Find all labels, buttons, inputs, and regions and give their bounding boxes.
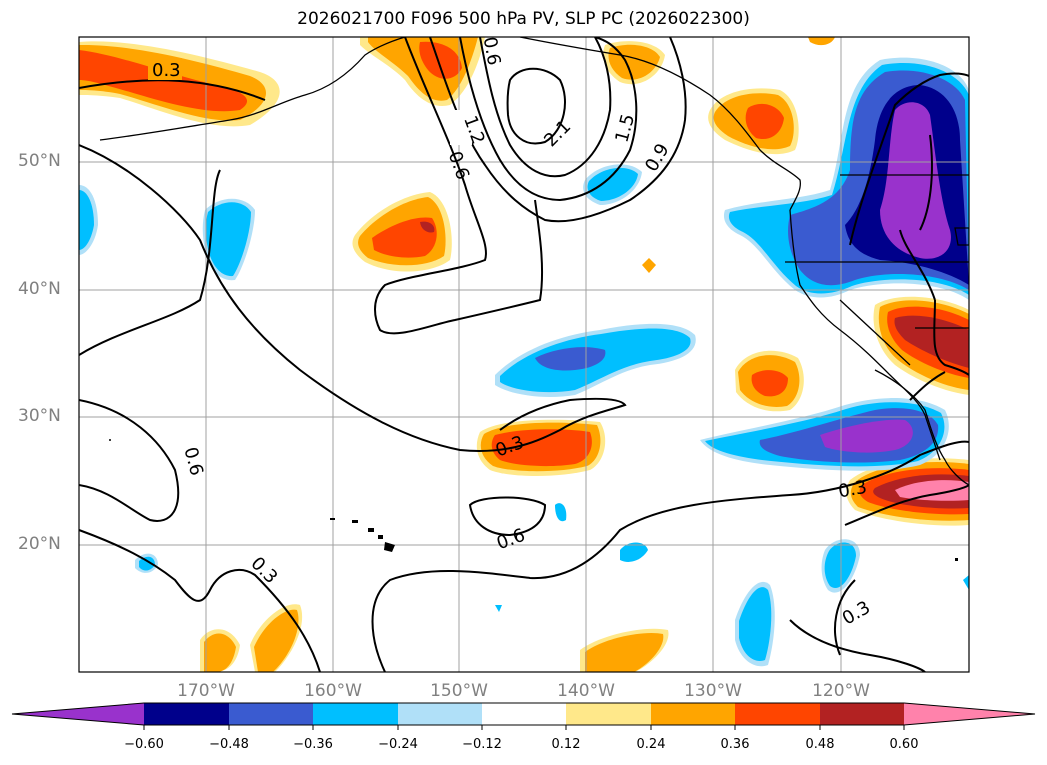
colorbar — [11, 702, 1036, 730]
colorbar-tick-label: −0.60 — [124, 737, 164, 752]
lon-label-160w: 160°W — [304, 681, 362, 701]
lat-label-20n: 20°N — [18, 534, 61, 554]
colorbar-tick-label: 0.36 — [720, 737, 750, 752]
lat-label-30n: 30°N — [18, 406, 61, 426]
lon-label-130w: 130°W — [684, 681, 742, 701]
slp-contours — [79, 37, 969, 672]
contour-label: 0.6 — [494, 525, 528, 555]
colorbar-tick-label: −0.24 — [378, 737, 418, 752]
contour-label: 0.6 — [444, 149, 474, 183]
contour-label: 0.9 — [641, 140, 674, 175]
lon-label-170w: 170°W — [177, 681, 235, 701]
colorbar-max-arrow — [904, 703, 1035, 725]
lon-label-140w: 140°W — [557, 681, 615, 701]
colorbar-tick-label: −0.48 — [209, 737, 249, 752]
colorbar-tick-label: −0.12 — [462, 737, 502, 752]
contour-label: 0.3 — [837, 477, 869, 503]
colorbar-min-arrow — [12, 703, 144, 725]
contour-label: 0.6 — [179, 445, 207, 478]
colorbar-tick-label: 0.48 — [805, 737, 835, 752]
islands — [109, 439, 958, 561]
contour-label: 0.3 — [246, 553, 281, 588]
contour-label: 0.3 — [839, 597, 874, 630]
lat-label-50n: 50°N — [18, 151, 61, 171]
coastlines — [99, 37, 969, 486]
pv-shading — [79, 37, 969, 672]
colorbar-tick-label: 0.60 — [889, 737, 919, 752]
lat-label-40n: 40°N — [18, 279, 61, 299]
contour-label: 2.1 — [540, 116, 575, 151]
contour-label: 0.3 — [152, 60, 181, 81]
colorbar-tick-label: 0.24 — [636, 737, 666, 752]
lon-label-120w: 120°W — [812, 681, 870, 701]
contour-label: 1.5 — [611, 112, 639, 145]
colorbar-tick-label: −0.36 — [293, 737, 333, 752]
map-frame — [78, 36, 970, 673]
lon-label-150w: 150°W — [430, 681, 488, 701]
colorbar-tick-label: 0.12 — [551, 737, 581, 752]
map-title: 2026021700 F096 500 hPa PV, SLP PC (2026… — [297, 9, 750, 29]
contour-label: 0.6 — [479, 35, 505, 67]
